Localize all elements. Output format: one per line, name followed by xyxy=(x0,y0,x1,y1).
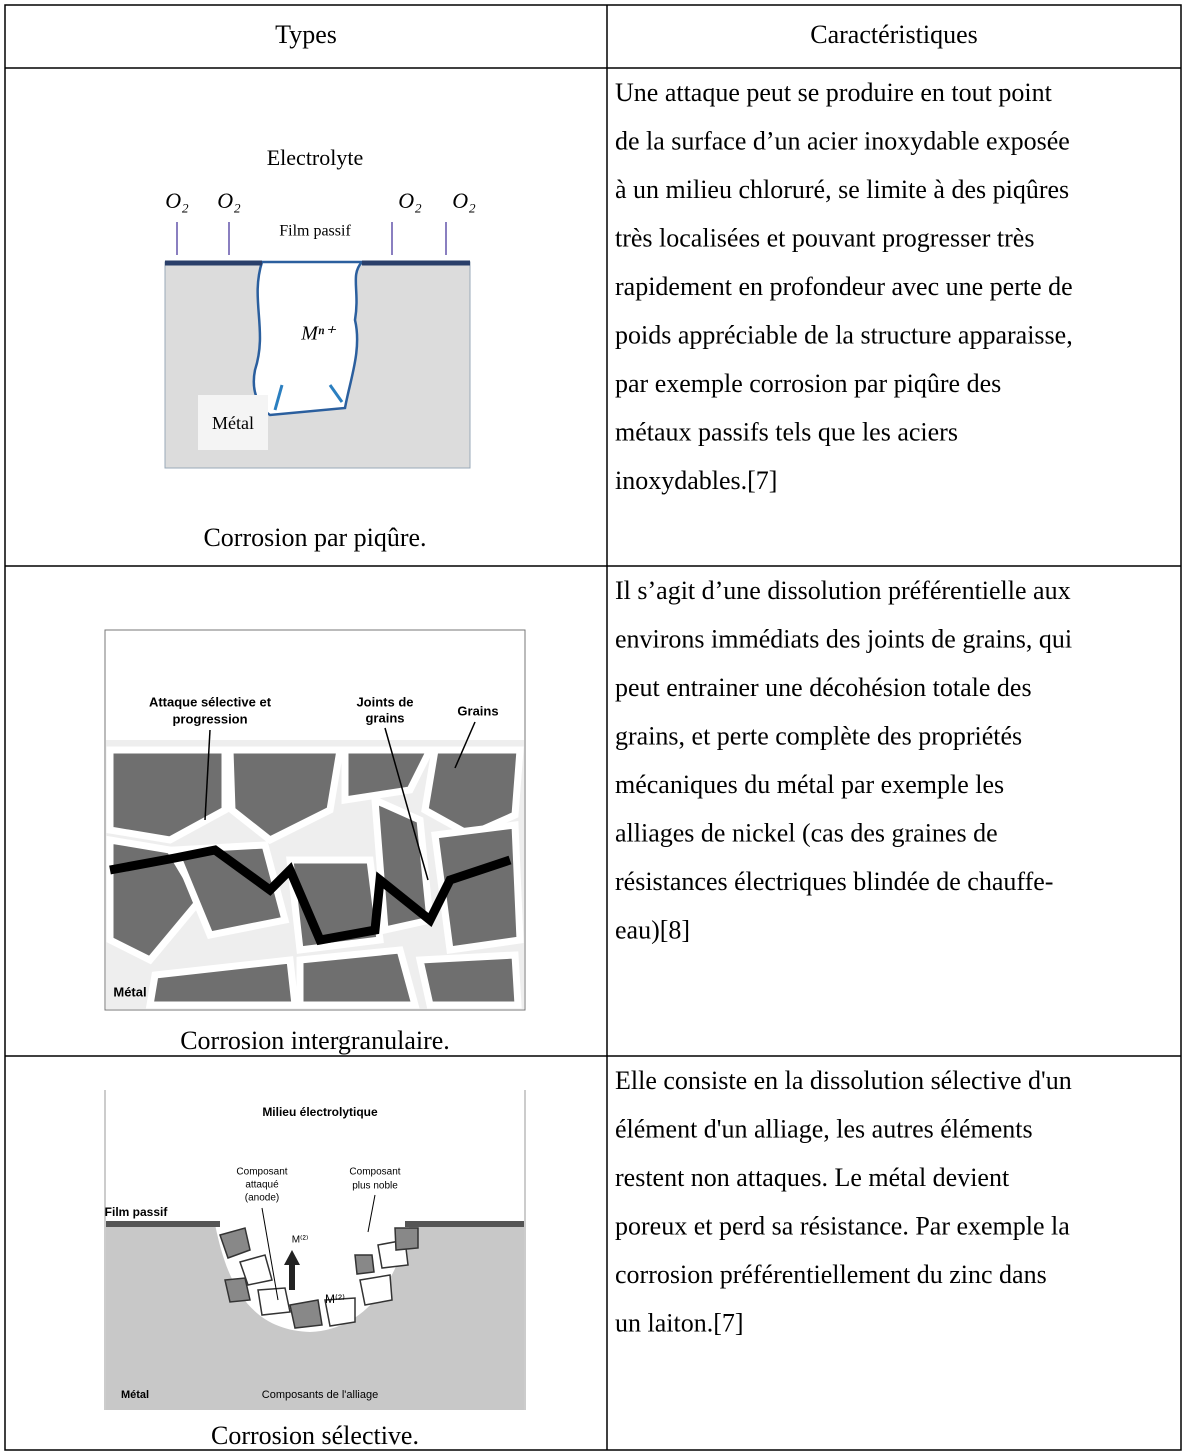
figure-label: Grains xyxy=(457,703,498,718)
cell-text: très localisées et pouvant progresser tr… xyxy=(615,223,1034,252)
cell-text: alliages de nickel (cas des graines de xyxy=(615,818,998,847)
figure-caption: Corrosion sélective. xyxy=(211,1421,419,1450)
selective-figure xyxy=(104,1090,526,1410)
figure-label: O₂ xyxy=(452,188,476,213)
cell-text: par exemple corrosion par piqûre des xyxy=(615,369,1001,398)
figure-label: Electrolyte xyxy=(267,145,364,170)
figure-label: Film passif xyxy=(105,1205,169,1219)
cell-text: résistances électriques blindée de chauf… xyxy=(615,867,1053,896)
figure-caption: Corrosion intergranulaire. xyxy=(180,1026,450,1055)
figure-label: Mⁿ⁺ xyxy=(300,323,336,345)
figure-label: M⁽²⁾ xyxy=(325,1292,345,1306)
cell-text: mécaniques du métal par exemple les xyxy=(615,770,1004,799)
figure-label: Joints de xyxy=(356,694,413,709)
figure-label: Métal xyxy=(121,1389,149,1401)
cell-text: inoxydables.[7] xyxy=(615,466,777,495)
figure-label: Métal xyxy=(212,413,254,433)
intergranular-figure xyxy=(104,629,526,1011)
cell-text: Une attaque peut se produire en tout poi… xyxy=(615,78,1053,107)
figure-label: Composants de l'alliage xyxy=(262,1389,378,1401)
figure-label: Milieu électrolytique xyxy=(262,1105,378,1119)
figure-label: attaqué xyxy=(245,1180,279,1191)
figure-label: (anode) xyxy=(245,1193,279,1204)
cell-text: eau)[8] xyxy=(615,915,690,944)
cell-text: Elle consiste en la dissolution sélectiv… xyxy=(615,1066,1072,1095)
figure-label: Composant xyxy=(349,1167,400,1178)
cell-text: élément d'un alliage, les autres élément… xyxy=(615,1114,1033,1143)
cell-text: à un milieu chloruré, se limite à des pi… xyxy=(615,175,1069,204)
figure-label: Attaque sélective et xyxy=(149,694,272,709)
cell-text: un laiton.[7] xyxy=(615,1308,744,1337)
pitting-figure xyxy=(164,222,471,469)
cell-text: rapidement en profondeur avec une perte … xyxy=(615,272,1073,301)
figure-label: plus noble xyxy=(352,1181,398,1192)
cell-text: restent non attaques. Le métal devient xyxy=(615,1163,1010,1192)
figure-label: M⁽²⁾ xyxy=(292,1235,309,1246)
table-grid xyxy=(4,4,1182,1451)
figure-label: Composant xyxy=(236,1167,287,1178)
cell-text: de la surface d’un acier inoxydable expo… xyxy=(615,126,1070,155)
cell-text: corrosion préférentiellement du zinc dan… xyxy=(615,1260,1047,1289)
cell-text: métaux passifs tels que les aciers xyxy=(615,417,958,446)
cell-text: grains, et perte complète des propriétés xyxy=(615,721,1022,750)
figure-caption: Corrosion par piqûre. xyxy=(203,523,426,552)
header-cell: Types xyxy=(275,20,337,49)
figure-label: Film passif xyxy=(279,223,351,240)
cell-text: Il s’agit d’une dissolution préférentiel… xyxy=(615,576,1071,605)
cell-text: poids appréciable de la structure appara… xyxy=(615,320,1073,349)
cell-text: peut entrainer une décohésion totale des xyxy=(615,673,1032,702)
figure-label: grains xyxy=(365,710,404,725)
figure-label: Métal xyxy=(113,984,146,999)
figure-label: O₂ xyxy=(165,188,189,213)
cell-text: environs immédiats des joints de grains,… xyxy=(615,624,1072,653)
figure-label: progression xyxy=(172,711,247,726)
header-cell: Caractéristiques xyxy=(810,20,978,49)
cell-text: poreux et perd sa résistance. Par exempl… xyxy=(615,1211,1070,1240)
figure-label: O₂ xyxy=(398,188,422,213)
figure-label: O₂ xyxy=(217,188,241,213)
